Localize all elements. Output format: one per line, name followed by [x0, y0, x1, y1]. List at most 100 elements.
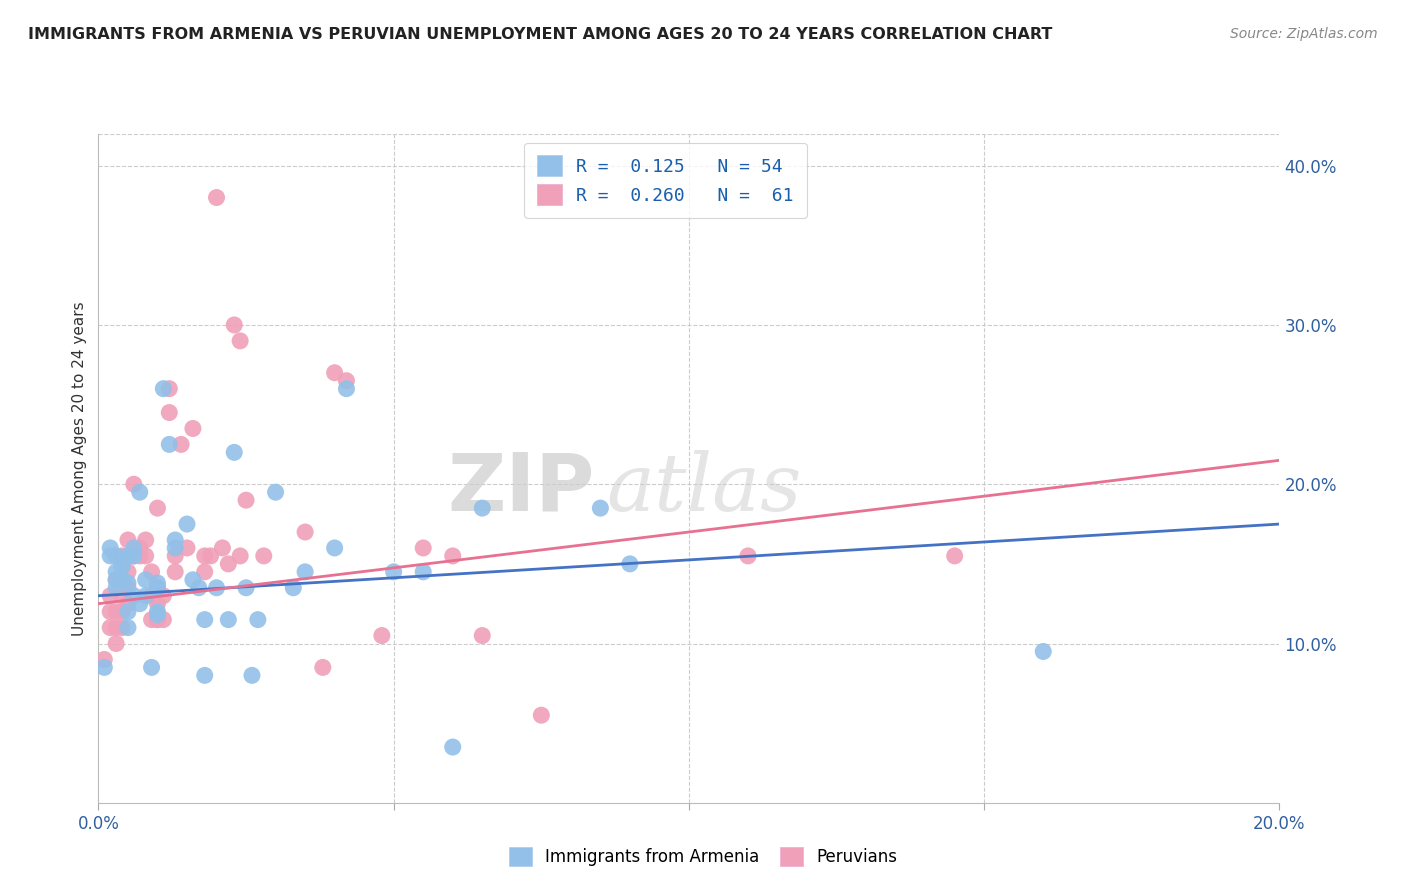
Point: [152, 613, 174, 627]
Text: IMMIGRANTS FROM ARMENIA VS PERUVIAN UNEMPLOYMENT AMONG AGES 20 TO 24 YEARS CORRE: IMMIGRANTS FROM ARMENIA VS PERUVIAN UNEM…: [28, 27, 1053, 42]
Point: [98, 549, 121, 563]
Point: [146, 613, 169, 627]
Point: [312, 660, 335, 674]
Text: atlas: atlas: [606, 450, 801, 527]
Point: [194, 549, 217, 563]
Point: [181, 421, 204, 435]
Point: [122, 541, 145, 555]
Point: [105, 549, 128, 563]
Point: [146, 605, 169, 619]
Point: [264, 485, 287, 500]
Point: [93, 652, 115, 666]
Point: [194, 565, 217, 579]
Point: [111, 557, 134, 571]
Point: [157, 406, 180, 420]
Point: [146, 501, 169, 516]
Point: [441, 549, 464, 563]
Point: [122, 589, 145, 603]
Point: [170, 437, 193, 451]
Point: [146, 581, 169, 595]
Point: [194, 613, 217, 627]
Point: [105, 565, 128, 579]
Point: [176, 541, 198, 555]
Point: [229, 334, 252, 348]
Point: [335, 382, 357, 396]
Point: [111, 605, 134, 619]
Point: [240, 668, 263, 682]
Point: [105, 573, 128, 587]
Point: [187, 581, 209, 595]
Point: [205, 190, 228, 204]
Point: [176, 517, 198, 532]
Point: [105, 605, 128, 619]
Point: [412, 541, 434, 555]
Point: [200, 549, 222, 563]
Point: [98, 589, 121, 603]
Point: [165, 533, 187, 547]
Point: [122, 549, 145, 563]
Point: [205, 581, 228, 595]
Point: [122, 549, 145, 563]
Point: [157, 437, 180, 451]
Point: [165, 549, 187, 563]
Point: [217, 557, 239, 571]
Point: [117, 576, 139, 591]
Point: [165, 565, 187, 579]
Point: [128, 485, 150, 500]
Point: [589, 501, 612, 516]
Point: [253, 549, 276, 563]
Legend: Immigrants from Armenia, Peruvians: Immigrants from Armenia, Peruvians: [501, 838, 905, 875]
Point: [471, 628, 494, 642]
Point: [737, 549, 759, 563]
Point: [235, 581, 257, 595]
Point: [111, 621, 134, 635]
Point: [98, 621, 121, 635]
Point: [157, 382, 180, 396]
Point: [117, 533, 139, 547]
Point: [943, 549, 966, 563]
Point: [335, 374, 357, 388]
Point: [128, 541, 150, 555]
Point: [146, 613, 169, 627]
Point: [1032, 644, 1054, 658]
Point: [141, 660, 163, 674]
Point: [530, 708, 553, 723]
Point: [117, 621, 139, 635]
Y-axis label: Unemployment Among Ages 20 to 24 years: Unemployment Among Ages 20 to 24 years: [72, 301, 87, 636]
Point: [382, 565, 405, 579]
Point: [323, 541, 346, 555]
Text: ZIP: ZIP: [447, 450, 595, 527]
Point: [246, 613, 269, 627]
Point: [111, 589, 134, 603]
Point: [146, 576, 169, 591]
Point: [117, 565, 139, 579]
Point: [117, 605, 139, 619]
Point: [128, 597, 150, 611]
Point: [146, 607, 169, 622]
Point: [194, 668, 217, 682]
Point: [111, 560, 134, 574]
Point: [111, 573, 134, 587]
Point: [135, 549, 157, 563]
Point: [98, 541, 121, 555]
Point: [217, 613, 239, 627]
Point: [224, 445, 246, 459]
Point: [619, 557, 641, 571]
Point: [235, 493, 257, 508]
Point: [117, 549, 139, 563]
Legend: R =  0.125   N = 54, R =  0.260   N =  61: R = 0.125 N = 54, R = 0.260 N = 61: [524, 143, 807, 218]
Point: [98, 605, 121, 619]
Point: [283, 581, 305, 595]
Point: [181, 573, 204, 587]
Point: [152, 589, 174, 603]
Point: [111, 549, 134, 563]
Point: [229, 549, 252, 563]
Point: [135, 573, 157, 587]
Point: [211, 541, 233, 555]
Point: [105, 621, 128, 635]
Point: [294, 524, 316, 539]
Point: [117, 597, 139, 611]
Point: [224, 318, 246, 332]
Point: [323, 366, 346, 380]
Point: [105, 573, 128, 587]
